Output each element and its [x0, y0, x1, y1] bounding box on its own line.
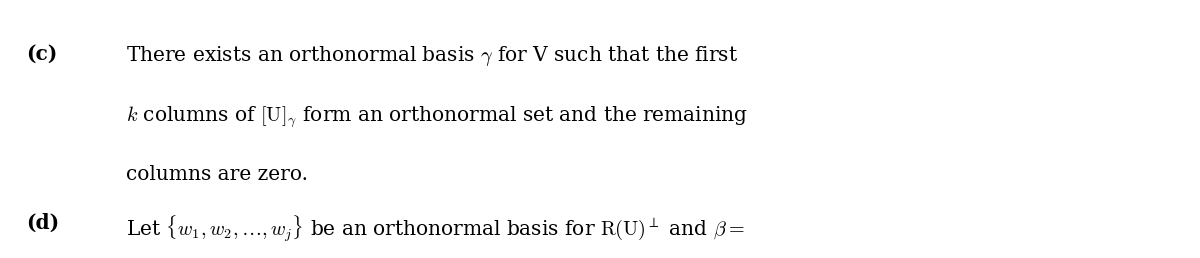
Text: Let $\{w_1, w_2, \ldots, w_j\}$ be an orthonormal basis for $\mathrm{R(U)}^\perp: Let $\{w_1, w_2, \ldots, w_j\}$ be an or… [126, 213, 744, 244]
Text: There exists an orthonormal basis $\gamma$ for V such that the first: There exists an orthonormal basis $\gamm… [126, 44, 738, 68]
Text: columns are zero.: columns are zero. [126, 165, 308, 184]
Text: $k$ columns of $[\mathrm{U}]_\gamma$ form an orthonormal set and the remaining: $k$ columns of $[\mathrm{U}]_\gamma$ for… [126, 104, 748, 130]
Text: (d): (d) [26, 213, 60, 233]
Text: (c): (c) [26, 44, 58, 64]
